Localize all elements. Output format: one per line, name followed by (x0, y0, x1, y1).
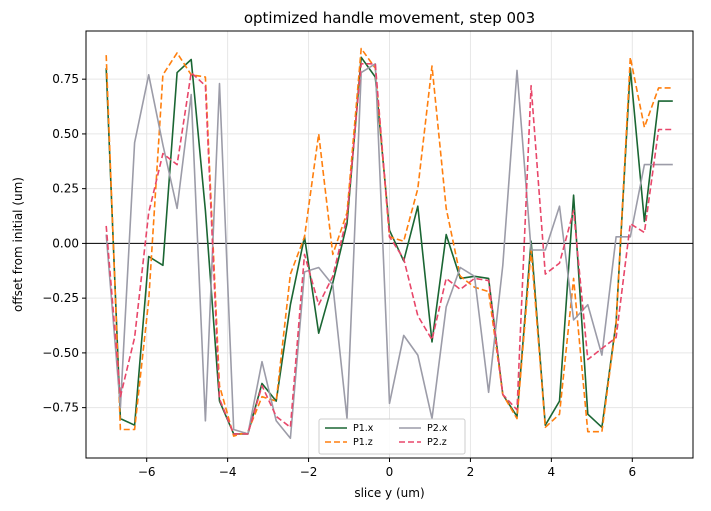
x-tick-label: −4 (219, 465, 237, 479)
y-tick-label: −0.25 (42, 291, 79, 305)
x-tick-label: 4 (548, 465, 556, 479)
legend-label: P1.x (353, 423, 374, 434)
x-axis-label: slice y (um) (354, 486, 424, 500)
x-tick-label: 2 (467, 465, 475, 479)
y-tick-label: −0.75 (42, 401, 79, 415)
chart-title: optimized handle movement, step 003 (244, 9, 535, 27)
x-tick-label: −2 (300, 465, 318, 479)
x-tick-label: −6 (138, 465, 156, 479)
y-tick-label: 0.50 (52, 127, 79, 141)
legend-box (318, 418, 466, 455)
legend: P1.x P1.z P2.x P2.z (318, 418, 466, 455)
series-layer (105, 47, 673, 440)
legend-label: P2.x (427, 423, 448, 434)
y-tick-label: −0.50 (42, 346, 79, 360)
y-axis-label: offset from initial (um) (11, 177, 25, 312)
legend-label: P1.z (353, 437, 373, 448)
y-tick-label: 0.25 (52, 182, 79, 196)
series-line-p2-x (105, 62, 673, 440)
series-line-p2-z (105, 62, 673, 435)
x-tick-label: 0 (386, 465, 394, 479)
legend-label: P2.z (427, 437, 447, 448)
y-tick-label: 0.00 (52, 236, 79, 250)
y-tick-label: 0.75 (52, 72, 79, 86)
axis-ticks: −6 −4 −2 0 2 4 6 −0.75 −0.50 −0.25 0.00 0.25 0.50 0.7… (42, 72, 636, 479)
x-tick-label: 6 (628, 465, 636, 479)
